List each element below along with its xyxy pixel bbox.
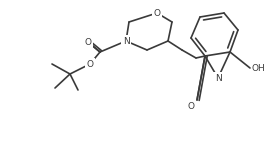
Text: N: N	[215, 74, 221, 82]
Text: N: N	[123, 37, 129, 45]
Text: OH: OH	[252, 63, 266, 73]
Text: O: O	[153, 8, 161, 17]
Text: O: O	[84, 37, 92, 46]
Text: O: O	[87, 59, 93, 69]
Text: O: O	[188, 102, 195, 111]
